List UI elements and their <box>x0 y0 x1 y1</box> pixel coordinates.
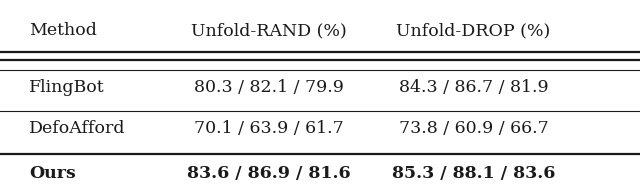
Text: 83.6 / 86.9 / 81.6: 83.6 / 86.9 / 81.6 <box>187 165 351 182</box>
Text: Method: Method <box>29 22 97 39</box>
Text: 73.8 / 60.9 / 66.7: 73.8 / 60.9 / 66.7 <box>399 120 548 137</box>
Text: DefoAfford: DefoAfford <box>29 120 125 137</box>
Text: 70.1 / 63.9 / 61.7: 70.1 / 63.9 / 61.7 <box>194 120 344 137</box>
Text: Unfold-RAND (%): Unfold-RAND (%) <box>191 22 347 39</box>
Text: Ours: Ours <box>29 165 76 182</box>
Text: 85.3 / 88.1 / 83.6: 85.3 / 88.1 / 83.6 <box>392 165 556 182</box>
Text: Unfold-DROP (%): Unfold-DROP (%) <box>396 22 551 39</box>
Text: 84.3 / 86.7 / 81.9: 84.3 / 86.7 / 81.9 <box>399 79 548 96</box>
Text: FlingBot: FlingBot <box>29 79 104 96</box>
Text: 80.3 / 82.1 / 79.9: 80.3 / 82.1 / 79.9 <box>194 79 344 96</box>
